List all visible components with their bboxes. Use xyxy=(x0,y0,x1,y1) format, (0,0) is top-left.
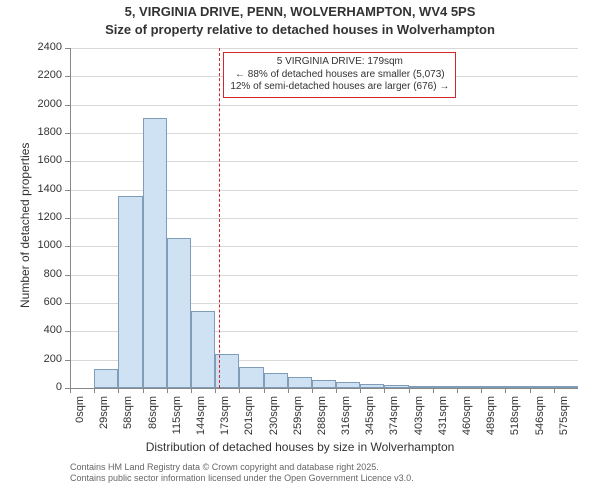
credit-text: Contains HM Land Registry data © Crown c… xyxy=(70,462,414,485)
x-axis-label: Distribution of detached houses by size … xyxy=(0,440,600,454)
x-tick-label: 29sqm xyxy=(98,396,110,444)
histogram-bar xyxy=(264,373,288,388)
x-tick-label: 201sqm xyxy=(243,396,255,444)
x-tick-label: 288sqm xyxy=(316,396,328,444)
x-tick-label: 316sqm xyxy=(340,396,352,444)
y-tick-label: 2000 xyxy=(24,98,62,110)
y-tick-label: 600 xyxy=(24,296,62,308)
marker-line xyxy=(219,48,220,388)
x-tick-label: 0sqm xyxy=(74,396,86,444)
y-tick-label: 2200 xyxy=(24,69,62,81)
histogram-bar xyxy=(312,380,336,388)
histogram-bar xyxy=(191,311,215,388)
y-tick-label: 800 xyxy=(24,268,62,280)
marker-annotation-box: 5 VIRGINIA DRIVE: 179sqm ← 88% of detach… xyxy=(223,52,456,98)
x-tick-label: 546sqm xyxy=(534,396,546,444)
histogram-bar xyxy=(118,196,142,388)
y-tick-label: 1800 xyxy=(24,126,62,138)
x-tick-label: 115sqm xyxy=(171,396,183,444)
y-tick-label: 2400 xyxy=(24,41,62,53)
x-tick-label: 460sqm xyxy=(461,396,473,444)
x-tick-label: 374sqm xyxy=(388,396,400,444)
gridline xyxy=(70,48,578,49)
y-tick-label: 1000 xyxy=(24,239,62,251)
chart-title-sub: Size of property relative to detached ho… xyxy=(0,22,600,37)
x-tick-label: 58sqm xyxy=(122,396,134,444)
x-tick-label: 173sqm xyxy=(219,396,231,444)
y-tick-label: 1600 xyxy=(24,154,62,166)
y-tick-label: 1200 xyxy=(24,211,62,223)
x-tick-label: 259sqm xyxy=(292,396,304,444)
x-axis-line xyxy=(70,388,578,389)
y-tick-label: 1400 xyxy=(24,183,62,195)
x-tick-label: 86sqm xyxy=(147,396,159,444)
y-axis-line xyxy=(70,48,71,388)
annotation-line-2: ← 88% of detached houses are smaller (5,… xyxy=(230,69,449,82)
x-tick-label: 144sqm xyxy=(195,396,207,444)
credit-line-2: Contains public sector information licen… xyxy=(70,473,414,484)
annotation-line-1: 5 VIRGINIA DRIVE: 179sqm xyxy=(230,56,449,69)
x-tick-label: 518sqm xyxy=(509,396,521,444)
y-tick-label: 0 xyxy=(24,381,62,393)
chart-root: 5, VIRGINIA DRIVE, PENN, WOLVERHAMPTON, … xyxy=(0,0,600,500)
y-tick-label: 400 xyxy=(24,324,62,336)
x-tick-label: 345sqm xyxy=(364,396,376,444)
histogram-bar xyxy=(94,369,118,388)
y-tick-label: 200 xyxy=(24,353,62,365)
chart-title-main: 5, VIRGINIA DRIVE, PENN, WOLVERHAMPTON, … xyxy=(0,4,600,19)
x-tick-label: 489sqm xyxy=(485,396,497,444)
annotation-line-3: 12% of semi-detached houses are larger (… xyxy=(230,81,449,94)
histogram-bar xyxy=(167,238,191,388)
gridline xyxy=(70,105,578,106)
credit-line-1: Contains HM Land Registry data © Crown c… xyxy=(70,462,414,473)
histogram-bar xyxy=(288,377,312,388)
histogram-bar xyxy=(239,367,263,388)
histogram-bar xyxy=(143,118,167,388)
x-tick-label: 575sqm xyxy=(558,396,570,444)
x-tick-label: 230sqm xyxy=(268,396,280,444)
x-tick-label: 403sqm xyxy=(413,396,425,444)
y-axis-label: Number of detached properties xyxy=(18,143,32,308)
plot-area: 0200400600800100012001400160018002000220… xyxy=(70,48,578,388)
x-tick-label: 431sqm xyxy=(437,396,449,444)
